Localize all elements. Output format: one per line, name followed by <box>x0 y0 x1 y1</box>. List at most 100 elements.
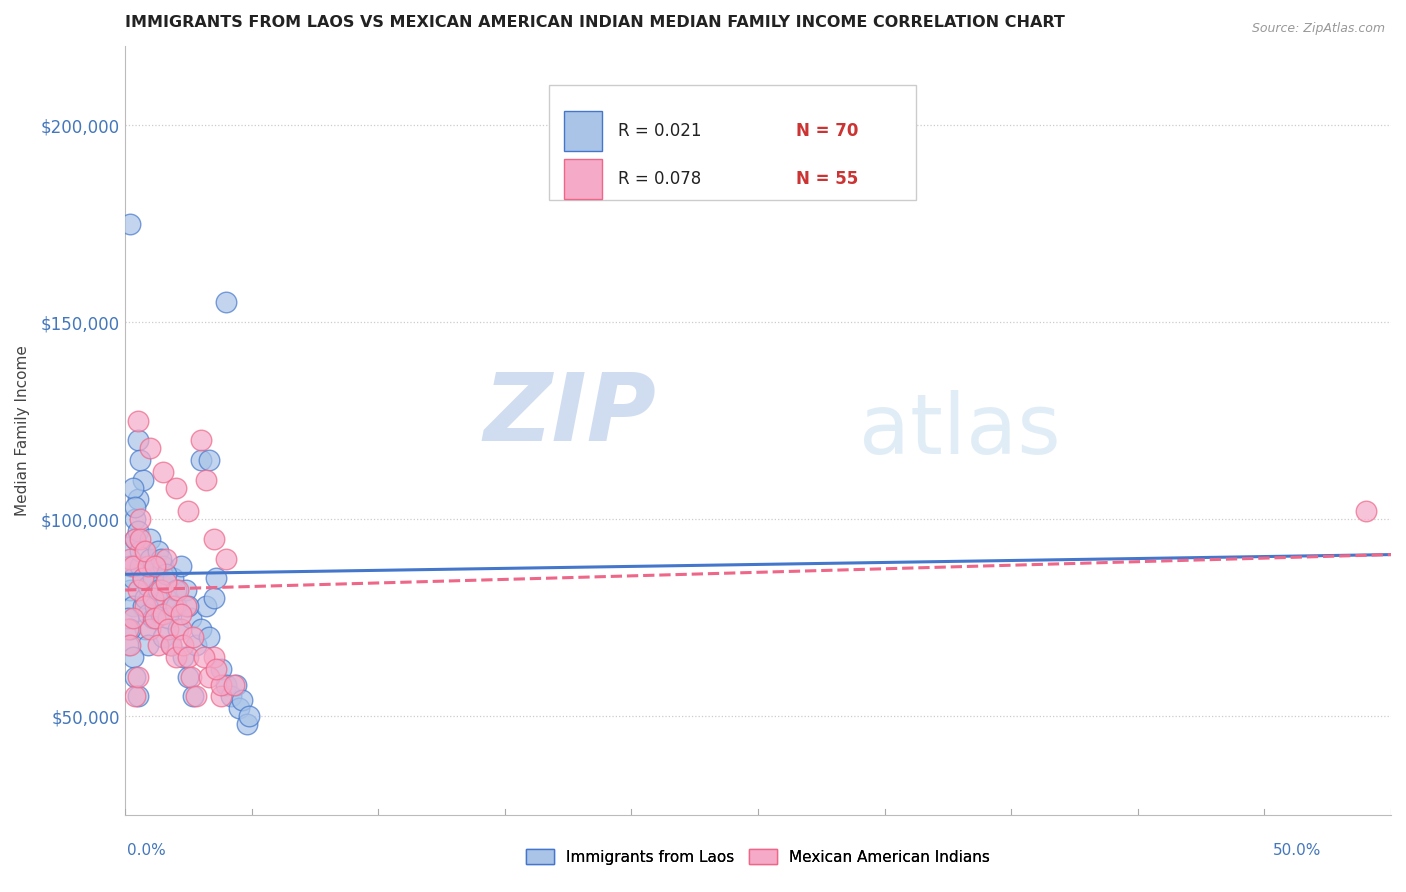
Point <box>228 701 250 715</box>
Point <box>167 582 190 597</box>
Point <box>117 638 139 652</box>
Text: N = 55: N = 55 <box>796 170 858 188</box>
Point <box>180 670 202 684</box>
Point <box>127 492 149 507</box>
Point <box>127 582 149 597</box>
Point <box>159 638 181 652</box>
Y-axis label: Median Family Income: Median Family Income <box>15 345 30 516</box>
Point <box>225 677 247 691</box>
Text: ZIP: ZIP <box>484 369 657 461</box>
Point <box>167 623 190 637</box>
Point <box>183 690 205 704</box>
Point <box>197 630 219 644</box>
Point <box>152 559 174 574</box>
Point <box>145 610 167 624</box>
Point <box>170 559 193 574</box>
Point <box>209 690 232 704</box>
Point <box>165 481 187 495</box>
Point <box>134 599 156 613</box>
Point <box>145 559 167 574</box>
Point <box>149 607 172 621</box>
Point <box>190 434 212 448</box>
Bar <box>564 111 602 151</box>
Point <box>177 670 200 684</box>
Bar <box>550 85 917 200</box>
Point <box>121 481 143 495</box>
Point <box>209 677 232 691</box>
Point <box>155 551 177 566</box>
Point <box>152 607 174 621</box>
Point <box>197 453 219 467</box>
Point <box>142 610 165 624</box>
Point <box>120 582 142 597</box>
Point <box>157 623 180 637</box>
Point <box>155 591 177 605</box>
Point <box>124 690 146 704</box>
Point <box>139 441 162 455</box>
Point <box>184 690 207 704</box>
Point <box>152 630 174 644</box>
Text: R = 0.021: R = 0.021 <box>617 122 702 140</box>
Point <box>195 599 218 613</box>
Point <box>238 709 260 723</box>
Point <box>120 559 142 574</box>
Point <box>129 512 152 526</box>
Point <box>120 217 142 231</box>
Point <box>124 512 146 526</box>
Point <box>215 551 238 566</box>
Point <box>142 571 165 585</box>
Point <box>121 599 143 613</box>
Point <box>127 524 149 538</box>
Text: IMMIGRANTS FROM LAOS VS MEXICAN AMERICAN INDIAN MEDIAN FAMILY INCOME CORRELATION: IMMIGRANTS FROM LAOS VS MEXICAN AMERICAN… <box>125 15 1064 30</box>
Point <box>121 571 143 585</box>
Legend: Immigrants from Laos, Mexican American Indians: Immigrants from Laos, Mexican American I… <box>519 841 998 872</box>
Point <box>127 670 149 684</box>
Point <box>202 532 225 546</box>
Point <box>136 607 159 621</box>
Point <box>136 559 159 574</box>
Point <box>170 623 193 637</box>
Point <box>165 599 187 613</box>
Point <box>120 623 142 637</box>
Point <box>162 571 184 585</box>
Point <box>209 662 232 676</box>
Point <box>124 532 146 546</box>
Point <box>235 717 257 731</box>
Point <box>117 623 139 637</box>
Point <box>183 630 205 644</box>
Bar <box>564 160 602 199</box>
Point <box>132 599 155 613</box>
Point <box>177 650 200 665</box>
Point <box>174 599 197 613</box>
Point <box>146 543 169 558</box>
Point <box>172 638 194 652</box>
Point <box>193 650 215 665</box>
Point <box>139 551 162 566</box>
Point <box>124 500 146 515</box>
Point <box>215 677 238 691</box>
Point <box>134 623 156 637</box>
Point <box>162 599 184 613</box>
Point <box>134 591 156 605</box>
Point <box>152 465 174 479</box>
Point <box>1354 504 1376 518</box>
Point <box>129 532 152 546</box>
Text: N = 70: N = 70 <box>796 122 859 140</box>
Point <box>139 623 162 637</box>
Point <box>202 650 225 665</box>
Point <box>132 473 155 487</box>
Point <box>121 559 143 574</box>
Point <box>165 650 187 665</box>
Point <box>177 504 200 518</box>
Point <box>124 532 146 546</box>
Point <box>170 607 193 621</box>
Point <box>129 453 152 467</box>
Point <box>127 414 149 428</box>
Point <box>121 650 143 665</box>
Point <box>184 638 207 652</box>
Point <box>132 571 155 585</box>
Point <box>202 591 225 605</box>
Point <box>205 662 228 676</box>
Point <box>136 579 159 593</box>
Point <box>127 434 149 448</box>
